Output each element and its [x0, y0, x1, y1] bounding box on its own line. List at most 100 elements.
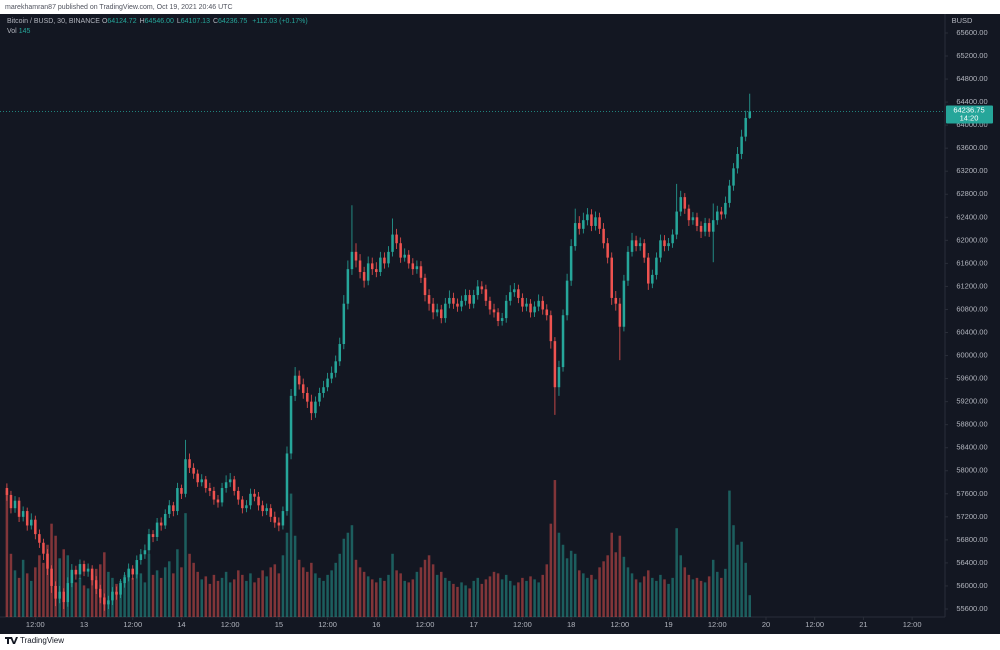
candle-body: [655, 257, 658, 275]
candle-body: [249, 493, 252, 506]
volume-bar: [346, 532, 350, 617]
volume-bar: [634, 579, 638, 617]
candle-body: [679, 197, 682, 212]
candle-body: [504, 300, 508, 319]
y-tick-label: 59200.00: [956, 397, 987, 406]
volume-bar: [391, 553, 394, 617]
volume-bar: [541, 574, 544, 617]
volume-bar: [180, 567, 183, 617]
chart-background: [0, 14, 1000, 634]
x-tick-label: 12:00: [903, 620, 922, 629]
candle-body: [638, 243, 642, 247]
volume-bar: [74, 582, 78, 617]
candle-body: [176, 488, 179, 512]
candle-body: [553, 341, 557, 388]
candle-body: [403, 254, 406, 258]
candle-body: [647, 257, 650, 284]
volume-bar: [468, 588, 471, 617]
candle-body: [168, 505, 171, 514]
candle-body: [281, 511, 285, 526]
candle-body: [622, 280, 626, 327]
candle-body: [699, 225, 703, 232]
volume-bar: [630, 573, 634, 617]
y-tick-label: 60000.00: [956, 351, 987, 360]
candle-body: [180, 488, 183, 494]
candle-body: [573, 223, 577, 247]
candle-body: [399, 243, 402, 258]
volume-bar: [671, 577, 674, 617]
volume-bar: [521, 577, 524, 617]
candle-body: [496, 312, 500, 321]
candle-body: [78, 564, 82, 575]
x-tick-label: 12:00: [513, 620, 532, 629]
volume-bar: [127, 570, 130, 617]
volume-bar: [647, 570, 650, 617]
candle-body: [285, 453, 289, 512]
volume-bar: [383, 580, 386, 617]
candle-body: [326, 378, 329, 388]
volume-bar: [249, 573, 252, 617]
volume-bar: [460, 582, 463, 617]
candle-body: [257, 496, 260, 506]
candle-body: [241, 499, 244, 509]
candle-body: [439, 309, 443, 319]
volume-bar: [399, 573, 402, 617]
candle-body: [448, 297, 451, 304]
volume-bar: [184, 513, 187, 617]
brand-logo: TradingView: [5, 636, 64, 645]
volume-bar: [232, 579, 236, 617]
volume-bar: [5, 490, 9, 617]
volume-bar: [415, 571, 419, 617]
volume-bar: [610, 532, 613, 617]
volume-bar: [228, 582, 232, 617]
candle-body: [557, 367, 561, 388]
volume-bar: [34, 567, 37, 617]
volume-bar: [419, 567, 423, 617]
volume-bar: [155, 570, 159, 617]
y-tick-label: 65200.00: [956, 51, 987, 60]
volume-bar: [131, 577, 134, 617]
y-tick-label: 56400.00: [956, 558, 987, 567]
candle-body: [387, 251, 390, 264]
volume-bar: [472, 580, 475, 617]
candle-body: [594, 217, 597, 226]
candle-body: [419, 266, 423, 278]
y-tick-label: 64000.00: [956, 120, 987, 129]
candle-body: [127, 568, 130, 578]
x-tick-label: 12:00: [26, 620, 45, 629]
volume-bar: [297, 559, 301, 617]
candle-body: [744, 117, 747, 137]
volume-bar: [720, 577, 723, 617]
candle-body: [598, 217, 601, 229]
y-tick-label: 60400.00: [956, 327, 987, 336]
volume-bar: [293, 535, 297, 617]
volume-bar: [13, 570, 17, 617]
volume-bar: [115, 583, 118, 617]
y-tick-label: 60800.00: [956, 304, 987, 313]
volume-bar: [334, 562, 337, 617]
volume-bar: [237, 570, 240, 617]
volume-bar: [224, 571, 228, 617]
volume-bar: [561, 544, 565, 617]
axis-unit: BUSD: [952, 16, 973, 25]
volume-bar: [257, 577, 260, 617]
candle-body: [724, 202, 727, 215]
candle-body: [537, 300, 540, 307]
candle-body: [460, 300, 463, 307]
candle-body: [379, 257, 382, 273]
candle-body: [273, 516, 277, 523]
candle-body: [675, 211, 678, 235]
candle-body: [289, 395, 293, 454]
volume-bar: [614, 552, 618, 617]
volume-bar: [549, 523, 553, 617]
volume-bar: [46, 544, 49, 617]
x-tick-label: 12:00: [123, 620, 142, 629]
candle-body: [9, 494, 13, 509]
candle-body: [614, 297, 618, 304]
candle-body: [484, 289, 488, 301]
candle-body: [314, 401, 317, 414]
volume-bar: [17, 577, 21, 617]
x-tick-label: 19: [664, 620, 672, 629]
